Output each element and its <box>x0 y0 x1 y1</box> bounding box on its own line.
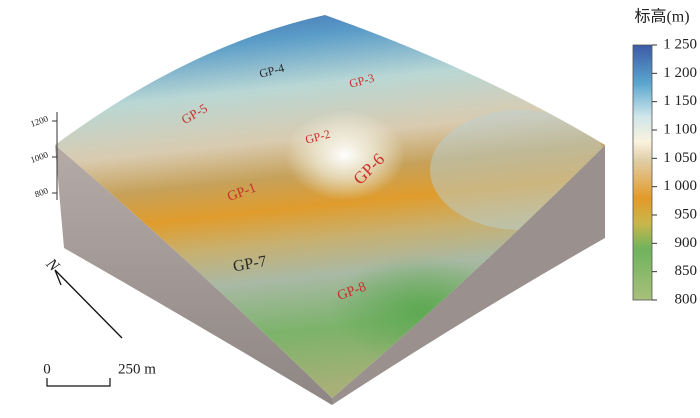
elevation-tick-label: 1000 <box>29 149 50 165</box>
point-label: GP-2 <box>304 127 332 147</box>
north-arrow-head <box>54 269 62 286</box>
north-arrow <box>54 269 123 339</box>
scale-end: 250 m <box>118 361 156 377</box>
legend-tick-label: 1 000 <box>663 178 697 194</box>
point-label: GP-4 <box>258 61 286 81</box>
legend-tick-label: 950 <box>675 206 698 222</box>
right-face <box>332 145 605 405</box>
legend-tick-label: 800 <box>675 291 698 307</box>
legend-tick-label: 900 <box>675 235 698 251</box>
point-label: GP-3 <box>348 71 376 91</box>
legend-tick-label: 1 100 <box>663 121 697 137</box>
scale-start: 0 <box>43 361 51 377</box>
colorbar <box>632 44 653 301</box>
elevation-tick-label: 1200 <box>29 113 50 129</box>
legend-title: 标高(m) <box>634 8 689 26</box>
legend-tick-label: 1 150 <box>663 93 697 109</box>
north-label: N <box>42 255 63 276</box>
scale-bar <box>46 378 111 387</box>
elevation-tick-label: 800 <box>33 185 50 199</box>
point-label: GP-7 <box>232 253 268 276</box>
legend-tick-label: 1 200 <box>663 65 697 81</box>
left-face <box>55 145 332 405</box>
legend-tick-label: 1 250 <box>663 36 697 52</box>
legend-tick-label: 1 050 <box>663 150 697 166</box>
legend-tick-label: 850 <box>675 263 698 279</box>
